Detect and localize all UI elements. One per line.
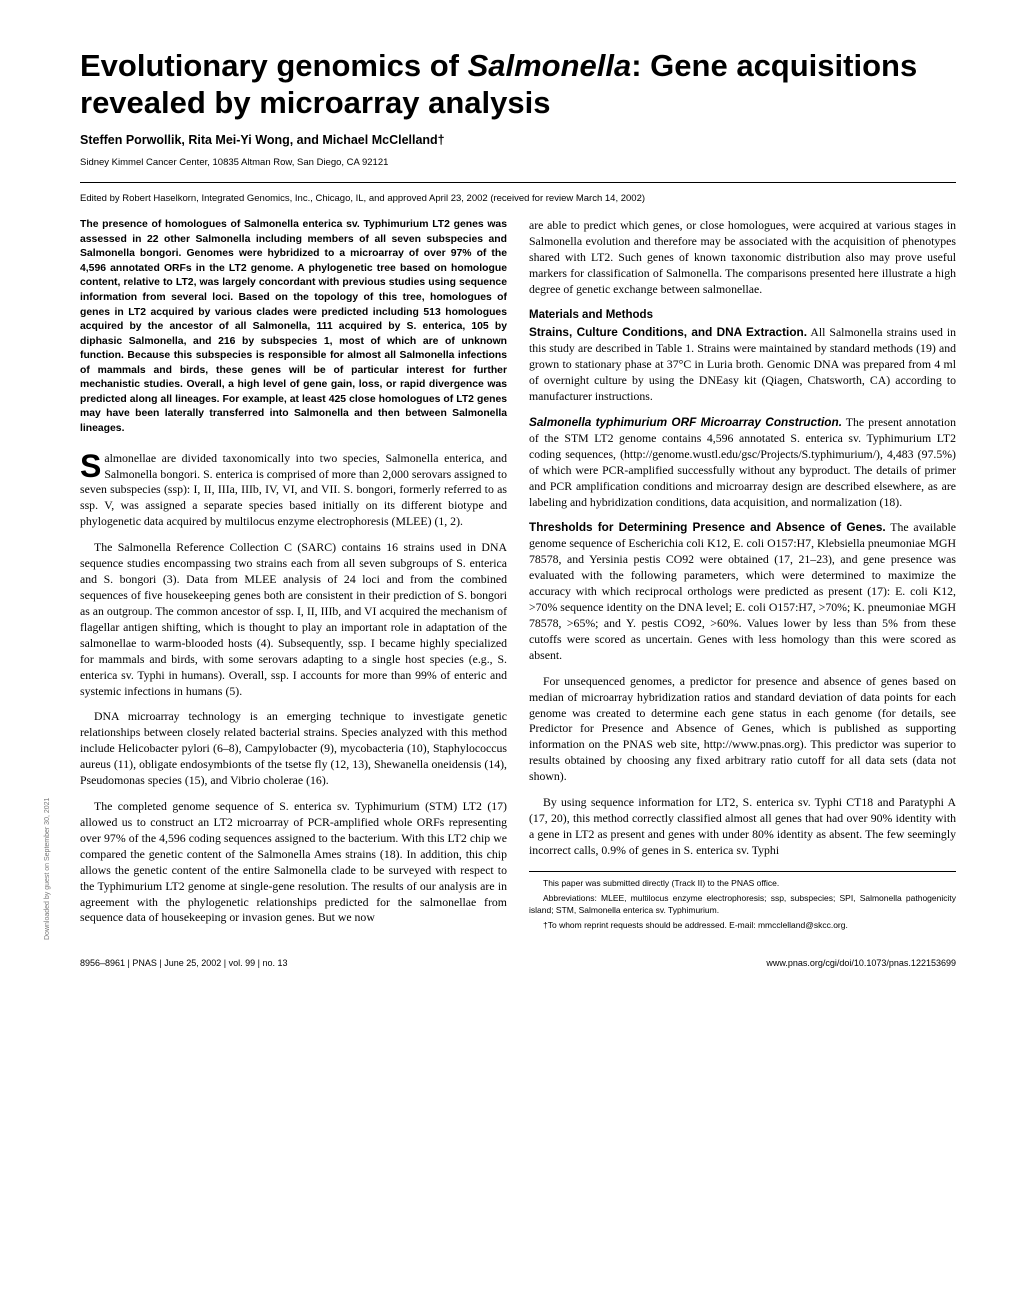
article-title: Evolutionary genomics of Salmonella: Gen… [80, 48, 956, 121]
methods-heading: Materials and Methods [529, 308, 956, 324]
intro-p2: The Salmonella Reference Collection C (S… [80, 540, 507, 699]
footnote-rule [529, 871, 956, 878]
download-watermark: Downloaded by guest on September 30, 202… [44, 798, 51, 940]
footer-right: www.pnas.org/cgi/doi/10.1073/pnas.122153… [766, 958, 956, 968]
intro-p3: DNA microarray technology is an emerging… [80, 709, 507, 789]
dropcap: S [80, 451, 104, 480]
mm-thresholds-c: By using sequence information for LT2, S… [529, 795, 956, 859]
abstract: The presence of homologues of Salmonella… [80, 218, 507, 436]
body-columns: The presence of homologues of Salmonella… [80, 218, 956, 936]
mm-strains-head: Strains, Culture Conditions, and DNA Ext… [529, 325, 807, 339]
page-footer: 8956–8961 | PNAS | June 25, 2002 | vol. … [80, 958, 956, 968]
mm-thresholds-b: For unsequenced genomes, a predictor for… [529, 674, 956, 785]
footnotes: This paper was submitted directly (Track… [529, 878, 956, 932]
divider [80, 182, 956, 183]
intro-p4: The completed genome sequence of S. ente… [80, 799, 507, 926]
mm-microarray-head: Salmonella typhimurium ORF Microarray Co… [529, 415, 842, 429]
affiliation: Sidney Kimmel Cancer Center, 10835 Altma… [80, 157, 956, 168]
mm-thresholds-text: The available genome sequence of Escheri… [529, 520, 956, 661]
footnote-1: This paper was submitted directly (Track… [529, 878, 956, 889]
footer-left: 8956–8961 | PNAS | June 25, 2002 | vol. … [80, 958, 288, 968]
edited-by: Edited by Robert Haselkorn, Integrated G… [80, 193, 956, 204]
mm-thresholds-head: Thresholds for Determining Presence and … [529, 520, 886, 534]
mm-thresholds: Thresholds for Determining Presence and … [529, 520, 956, 663]
footnote-3: †To whom reprint requests should be addr… [529, 920, 956, 931]
intro-p1-text: almonellae are divided taxonomically int… [80, 451, 507, 529]
mm-strains: Strains, Culture Conditions, and DNA Ext… [529, 325, 956, 405]
footnote-2: Abbreviations: MLEE, multilocus enzyme e… [529, 893, 956, 916]
authors-line: Steffen Porwollik, Rita Mei-Yi Wong, and… [80, 133, 956, 147]
intro-p5: are able to predict which genes, or clos… [529, 218, 956, 298]
intro-p1: Salmonellae are divided taxonomically in… [80, 451, 507, 531]
mm-microarray: Salmonella typhimurium ORF Microarray Co… [529, 415, 956, 511]
